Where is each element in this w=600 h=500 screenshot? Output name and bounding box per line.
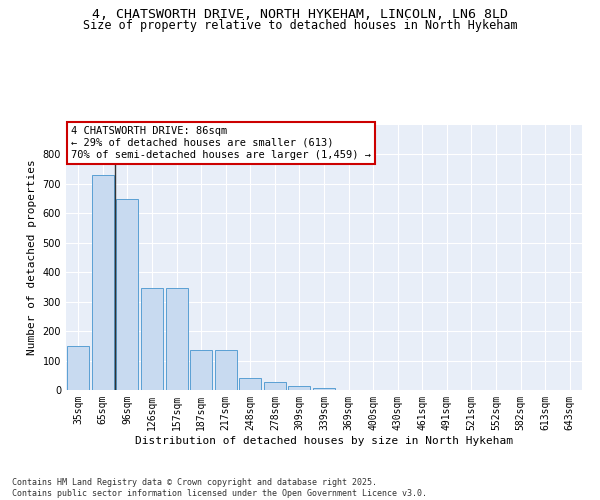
Bar [166,288,188,390]
Bar [92,175,114,390]
Bar [67,346,89,390]
Bar [264,382,286,390]
Text: Contains HM Land Registry data © Crown copyright and database right 2025.
Contai: Contains HM Land Registry data © Crown c… [12,478,427,498]
Text: 4, CHATSWORTH DRIVE, NORTH HYKEHAM, LINCOLN, LN6 8LD: 4, CHATSWORTH DRIVE, NORTH HYKEHAM, LINC… [92,8,508,20]
Bar [313,388,335,390]
Bar [141,288,163,390]
Bar [215,350,237,390]
Bar [190,350,212,390]
X-axis label: Distribution of detached houses by size in North Hykeham: Distribution of detached houses by size … [135,436,513,446]
Bar [239,378,262,390]
Bar [116,198,139,390]
Y-axis label: Number of detached properties: Number of detached properties [27,160,37,356]
Bar [289,386,310,390]
Text: 4 CHATSWORTH DRIVE: 86sqm
← 29% of detached houses are smaller (613)
70% of semi: 4 CHATSWORTH DRIVE: 86sqm ← 29% of detac… [71,126,371,160]
Text: Size of property relative to detached houses in North Hykeham: Size of property relative to detached ho… [83,18,517,32]
